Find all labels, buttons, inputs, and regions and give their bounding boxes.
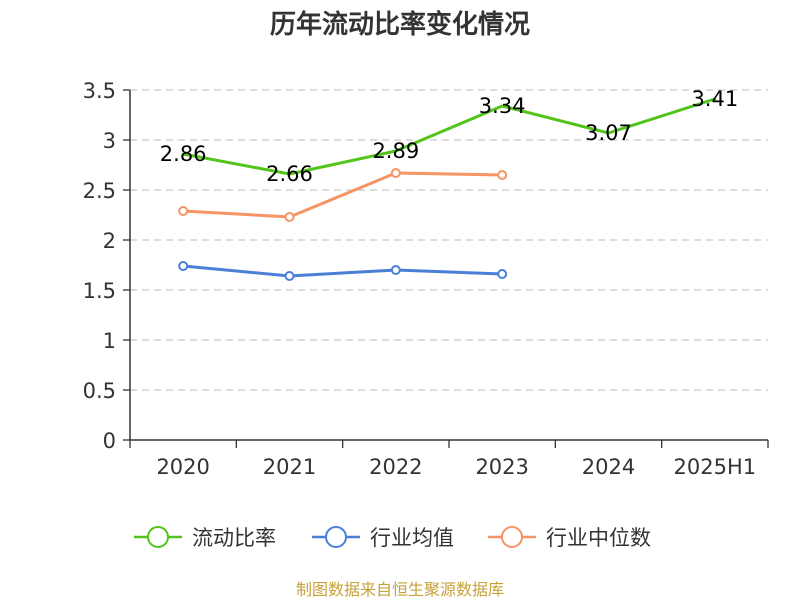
x-tick-label: 2024 xyxy=(582,455,635,479)
legend[interactable]: 流动比率 行业均值 行业中位数 xyxy=(134,526,651,550)
y-tick-label: 0.5 xyxy=(83,379,116,403)
data-point[interactable] xyxy=(497,170,508,180)
x-tick-label: 2025H1 xyxy=(674,455,757,479)
data-label: 2.89 xyxy=(372,139,419,163)
x-tick-label: 2021 xyxy=(263,455,316,479)
data-point[interactable] xyxy=(284,212,295,222)
y-tick-label: 1.5 xyxy=(83,279,116,303)
x-tick-label: 2022 xyxy=(369,455,422,479)
series-line-0[interactable] xyxy=(181,97,717,176)
data-labels: 2.86 2.66 2.89 3.34 3.07 3.41 xyxy=(160,87,738,186)
data-point[interactable] xyxy=(390,265,401,275)
series-line-2[interactable] xyxy=(181,171,504,219)
data-point[interactable] xyxy=(178,261,189,271)
x-tick-label: 2020 xyxy=(156,455,209,479)
chart-title: 历年流动比率变化情况 xyxy=(270,9,530,40)
x-tick-label: 2023 xyxy=(475,455,528,479)
legend-item-1[interactable]: 行业均值 xyxy=(312,526,454,550)
data-point[interactable] xyxy=(497,269,508,279)
y-tick-label: 1 xyxy=(103,329,116,353)
data-point[interactable] xyxy=(284,271,295,281)
series-line-1[interactable] xyxy=(181,264,504,278)
y-tick-label: 3 xyxy=(103,129,116,153)
legend-label: 行业均值 xyxy=(370,526,454,550)
y-tick-label: 3.5 xyxy=(83,79,116,103)
legend-marker xyxy=(147,526,169,548)
data-point[interactable] xyxy=(178,206,189,216)
source-note: 制图数据来自恒生聚源数据库 xyxy=(296,580,504,599)
legend-marker xyxy=(325,526,347,548)
legend-label: 行业中位数 xyxy=(546,526,651,550)
data-label: 3.07 xyxy=(585,121,632,145)
legend-marker xyxy=(501,526,523,548)
data-label: 3.34 xyxy=(479,94,526,118)
data-label: 2.86 xyxy=(160,142,207,166)
y-tick-label: 2 xyxy=(103,229,116,253)
legend-label: 流动比率 xyxy=(192,526,276,550)
data-point[interactable] xyxy=(390,168,401,178)
axes: 0 0.5 1 1.5 2 2.5 3 3.5 2020 2021 2022 2023 2024 2025… xyxy=(83,79,769,479)
data-label: 3.41 xyxy=(691,87,738,111)
series-lines xyxy=(178,97,717,281)
y-tick-label: 0 xyxy=(103,429,116,453)
data-label: 2.66 xyxy=(266,162,313,186)
legend-item-2[interactable]: 行业中位数 xyxy=(488,526,651,550)
y-tick-label: 2.5 xyxy=(83,179,116,203)
legend-item-0[interactable]: 流动比率 xyxy=(134,526,276,550)
gridlines xyxy=(130,89,768,391)
